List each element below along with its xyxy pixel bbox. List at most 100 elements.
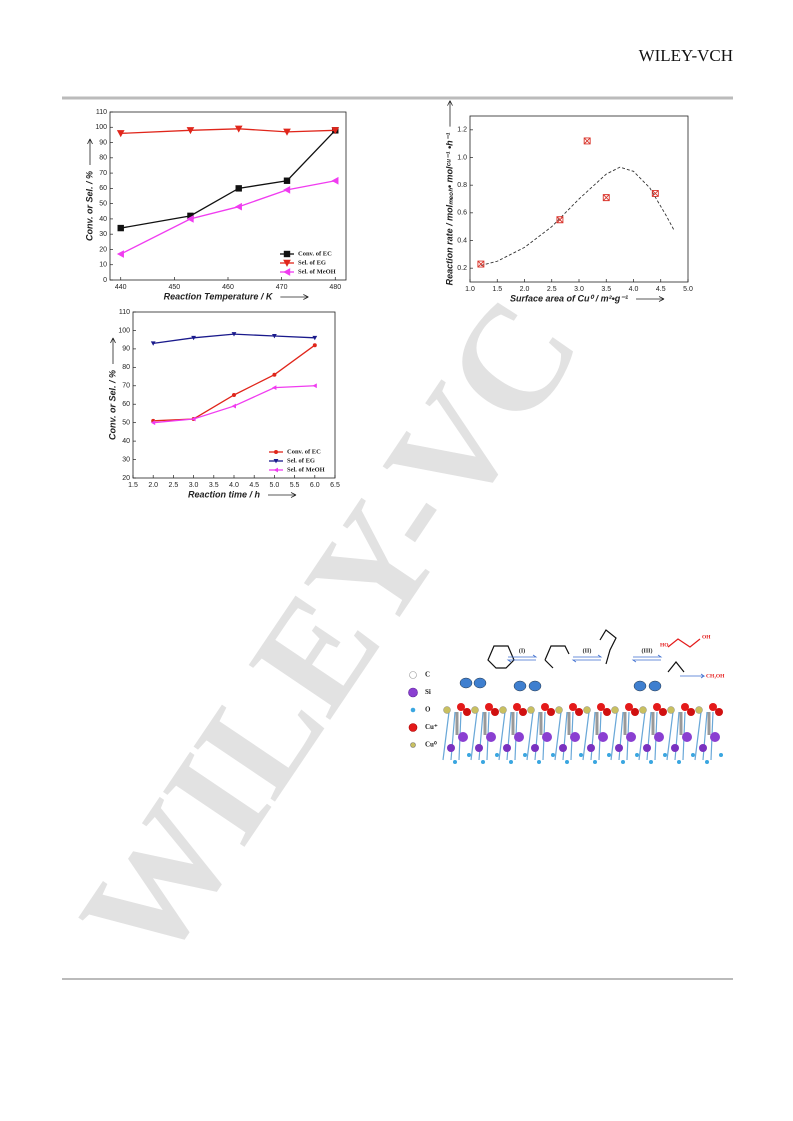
marker (234, 125, 243, 133)
marker (186, 127, 195, 135)
bond (702, 711, 708, 761)
y-tick-label: 100 (118, 327, 130, 334)
cu-plus (709, 703, 717, 711)
cu-zero (471, 706, 479, 714)
legend-atom (409, 671, 417, 679)
legend-atom (408, 723, 418, 732)
marker (283, 250, 291, 258)
bond (498, 711, 506, 761)
y-tick-label: 110 (96, 109, 107, 116)
glycol-label: OH (702, 634, 711, 640)
h-atom (528, 680, 542, 692)
o-atom (537, 760, 541, 764)
bond (582, 711, 590, 761)
bond (610, 711, 618, 761)
si-atom (570, 732, 580, 742)
molecule (599, 629, 617, 665)
marker (283, 186, 291, 194)
step-label: (I) (519, 647, 525, 654)
step-arrow (631, 654, 663, 663)
y-tick-label: 20 (99, 246, 107, 253)
cu-zero (639, 706, 647, 714)
marker (283, 268, 291, 276)
cu-plus (681, 703, 689, 711)
o-atom (677, 760, 681, 764)
marker (556, 216, 564, 224)
x-tick-label: 3.0 (189, 482, 199, 489)
h-atom (648, 680, 662, 692)
marker (191, 335, 196, 341)
x-tick-label: 1.5 (128, 482, 138, 489)
x-tick-label: 4.5 (656, 286, 666, 293)
o-atom (565, 760, 569, 764)
o-atom (607, 753, 611, 757)
cu-plus (457, 703, 465, 711)
y-tick-label: 20 (122, 475, 130, 482)
x-tick-label: 1.0 (465, 286, 475, 293)
si-atom (615, 744, 623, 752)
si-atom (542, 732, 552, 742)
marker (272, 385, 277, 391)
axis-arrow (268, 492, 297, 498)
cu-plus (485, 703, 493, 711)
legend-label: Si (425, 688, 431, 696)
marker (187, 212, 194, 220)
fit-curve (480, 166, 675, 266)
cu-plus (653, 703, 661, 711)
x-tick-label: 2.0 (148, 482, 158, 489)
y-tick-label: 1.2 (457, 127, 467, 134)
marker (312, 383, 317, 389)
h-atom (473, 677, 487, 689)
marker (116, 130, 125, 138)
marker (283, 177, 291, 184)
si-atom (475, 744, 483, 752)
o-atom (663, 753, 667, 757)
bond (674, 711, 680, 761)
y-tick-label: 1.0 (457, 154, 467, 161)
legend-label: Conv. of EC (298, 250, 332, 257)
si-atom (671, 744, 679, 752)
y-tick-label: 0.6 (457, 210, 467, 217)
y-tick-label: 10 (99, 262, 107, 269)
y-tick-label: 30 (122, 456, 130, 463)
x-tick-label: 450 (169, 284, 181, 291)
cu-zero (611, 706, 619, 714)
glycol-label: HO (660, 642, 669, 648)
y-tick-label: 0.8 (457, 182, 467, 189)
y-tick-label: 100 (95, 124, 107, 131)
x-tick-label: 460 (222, 284, 234, 291)
si-atom (503, 744, 511, 752)
o-atom (705, 760, 709, 764)
cu-zero (695, 706, 703, 714)
cu-zero (527, 706, 535, 714)
bond (590, 711, 596, 761)
x-tick-label: 3.0 (574, 286, 584, 293)
marker (117, 224, 124, 232)
o-atom (579, 753, 583, 757)
y-tick-label: 70 (122, 383, 130, 390)
cu-plus (715, 708, 723, 716)
x-tick-label: 6.5 (330, 482, 340, 489)
legend-label: Sel. of EG (298, 259, 326, 266)
y-tick-label: 0.4 (457, 237, 467, 244)
marker (235, 185, 242, 192)
legend-label: O (425, 706, 431, 714)
brand: WILEY-VCH (639, 46, 733, 65)
y-tick-label: 70 (99, 170, 107, 177)
cu-plus (491, 708, 499, 716)
marker (150, 341, 156, 346)
molecule (667, 638, 701, 648)
legend-label: Sel. of MeOH (298, 268, 336, 275)
h-atom (633, 680, 647, 692)
step-arrow (506, 654, 538, 663)
si-atom (598, 732, 608, 742)
product-arrow (680, 673, 706, 679)
step-label: (III) (641, 647, 652, 654)
cu-plus (547, 708, 555, 716)
marker (231, 403, 236, 409)
x-axis-title: Surface area of Cu⁰ / m²•g⁻¹ (510, 293, 628, 303)
marker (232, 393, 236, 397)
o-atom (649, 760, 653, 764)
x-tick-label: 4.5 (249, 482, 259, 489)
y-tick-label: 60 (122, 401, 130, 408)
